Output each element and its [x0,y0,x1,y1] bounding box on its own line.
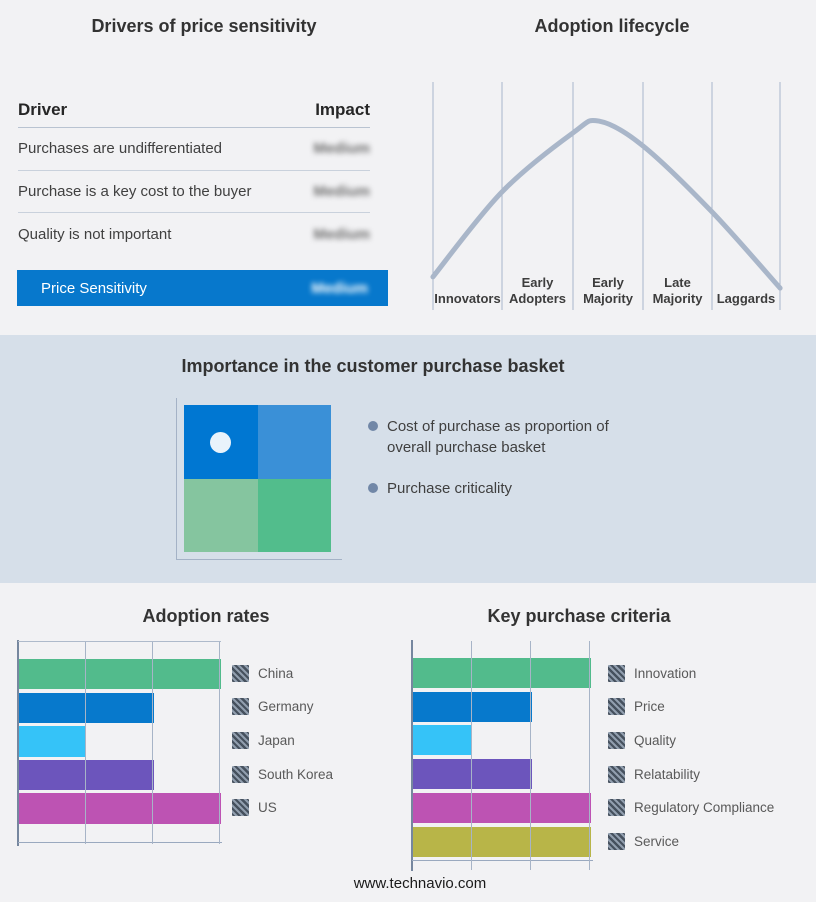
driver-column-header: Driver [18,99,68,119]
gridline [530,641,532,870]
driver-row: Quality is not important Medium [18,213,370,256]
lifecycle-curve [430,117,783,291]
bar-price [413,691,532,722]
matrix-cell-bl [184,478,258,552]
driver-row: Purchases are undifferentiated Medium [18,128,370,171]
adoption-rates-axis [16,640,19,846]
lifecycle-title: Adoption lifecycle [534,16,690,36]
drivers-title: Drivers of price sensitivity [91,16,317,36]
legend-item: Relatability [608,765,701,783]
bullet-text: Cost of purchase as proportion of overal… [387,418,609,456]
bar-japan [19,726,87,757]
legend-label: US [258,800,277,816]
legend-label: Innovation [634,665,697,681]
driver-cell: Quality is not important [18,225,172,243]
legend-swatch-icon [608,731,625,749]
matrix-cell-br [257,478,331,552]
gridline [470,641,472,870]
legend-label: Quality [634,732,677,748]
criteria-baseline [412,860,593,861]
criteria-axis [410,640,413,871]
price-sensitivity-impact: Medium [311,279,368,297]
legend-swatch-icon [608,833,625,850]
bar-us [19,793,221,824]
bar-relatability [413,759,532,790]
driver-cell: Purchase is a key cost to the buyer [18,182,252,200]
impact-cell: Medium [313,182,370,200]
legend-label: Japan [258,732,295,748]
drivers-table-rows: Purchases are undifferentiated Medium Purc… [18,128,370,256]
legend-item: Japan [232,731,295,749]
basket-band-background [0,335,816,583]
legend-swatch-icon [232,731,249,749]
legend-item: Innovation [608,664,697,682]
driver-cell: Purchases are undifferentiated [18,140,223,158]
impact-column-header: Impact [315,99,370,119]
legend-swatch-icon [608,799,625,817]
matrix-x-axis [176,559,342,560]
basket-bullets: Cost of purchase as proportion of overal… [368,416,658,499]
price-sensitivity-bar: Price Sensitivity Medium [17,270,388,306]
legend-label: Relatability [634,766,701,782]
criteria-title: Key purchase criteria [487,606,671,626]
basket-title: Importance in the customer purchase bask… [181,356,565,376]
adoption-rates-baseline [18,842,222,843]
adoption-rates-title: Adoption rates [142,606,270,626]
gridline [152,642,154,844]
legend-label: Germany [258,699,314,715]
bullet-text: Purchase criticality [387,480,513,497]
purchase-basket-matrix [184,405,331,552]
legend-item: Germany [232,698,314,716]
adoption-rates-legend: China Germany Japan South Korea US [232,641,408,853]
driver-row: Purchase is a key cost to the buyer Mediu… [18,171,370,213]
price-sensitivity-label: Price Sensitivity [41,279,147,297]
matrix-marker-dot [210,432,231,453]
bar-china [19,659,221,690]
bar-innovation [413,658,591,688]
legend-label: Price [634,699,665,715]
legend-item: China [232,664,294,682]
footer: www.technavio.com [0,875,816,892]
gridline [219,642,221,844]
legend-label: South Korea [258,766,334,782]
legend-label: Regulatory Compliance [634,800,775,816]
bullet-dot-icon [368,483,378,493]
legend-label: China [258,665,294,681]
legend-swatch-icon [232,765,249,783]
adoption-rates-plot [18,641,222,844]
criteria-plot [412,641,593,870]
basket-bullet: Cost of purchase as proportion of overal… [368,416,658,458]
bar-south-korea [19,759,154,791]
legend-item: Quality [608,731,677,749]
legend-swatch-icon [232,799,249,817]
bar-regulatory-compliance [413,792,591,823]
bullet-dot-icon [368,421,378,431]
legend-item: Service [608,833,679,850]
criteria-legend: Innovation Price Quality Relatability Regula… [608,641,816,871]
legend-item: US [232,799,277,817]
gridline [589,641,591,870]
bar-service [413,826,591,857]
legend-item: Regulatory Compliance [608,799,775,817]
legend-item: Price [608,698,665,716]
legend-swatch-icon [232,698,249,716]
matrix-y-axis [176,398,177,560]
gridline [84,642,86,844]
legend-swatch-icon [608,765,625,783]
bar-germany [19,692,154,723]
legend-swatch-icon [608,698,625,716]
basket-bullet: Purchase criticality [368,478,658,499]
legend-label: Service [634,834,680,849]
impact-cell: Medium [313,225,370,243]
impact-cell: Medium [313,140,370,158]
legend-item: South Korea [232,765,334,783]
bar-quality [413,725,473,756]
drivers-table-header: Driver Impact [18,92,370,128]
footer-url[interactable]: www.technavio.com [353,875,487,892]
legend-swatch-icon [608,664,625,682]
matrix-cell-tr [257,405,331,479]
lifecycle-curve-svg [430,82,783,310]
legend-swatch-icon [232,664,249,682]
